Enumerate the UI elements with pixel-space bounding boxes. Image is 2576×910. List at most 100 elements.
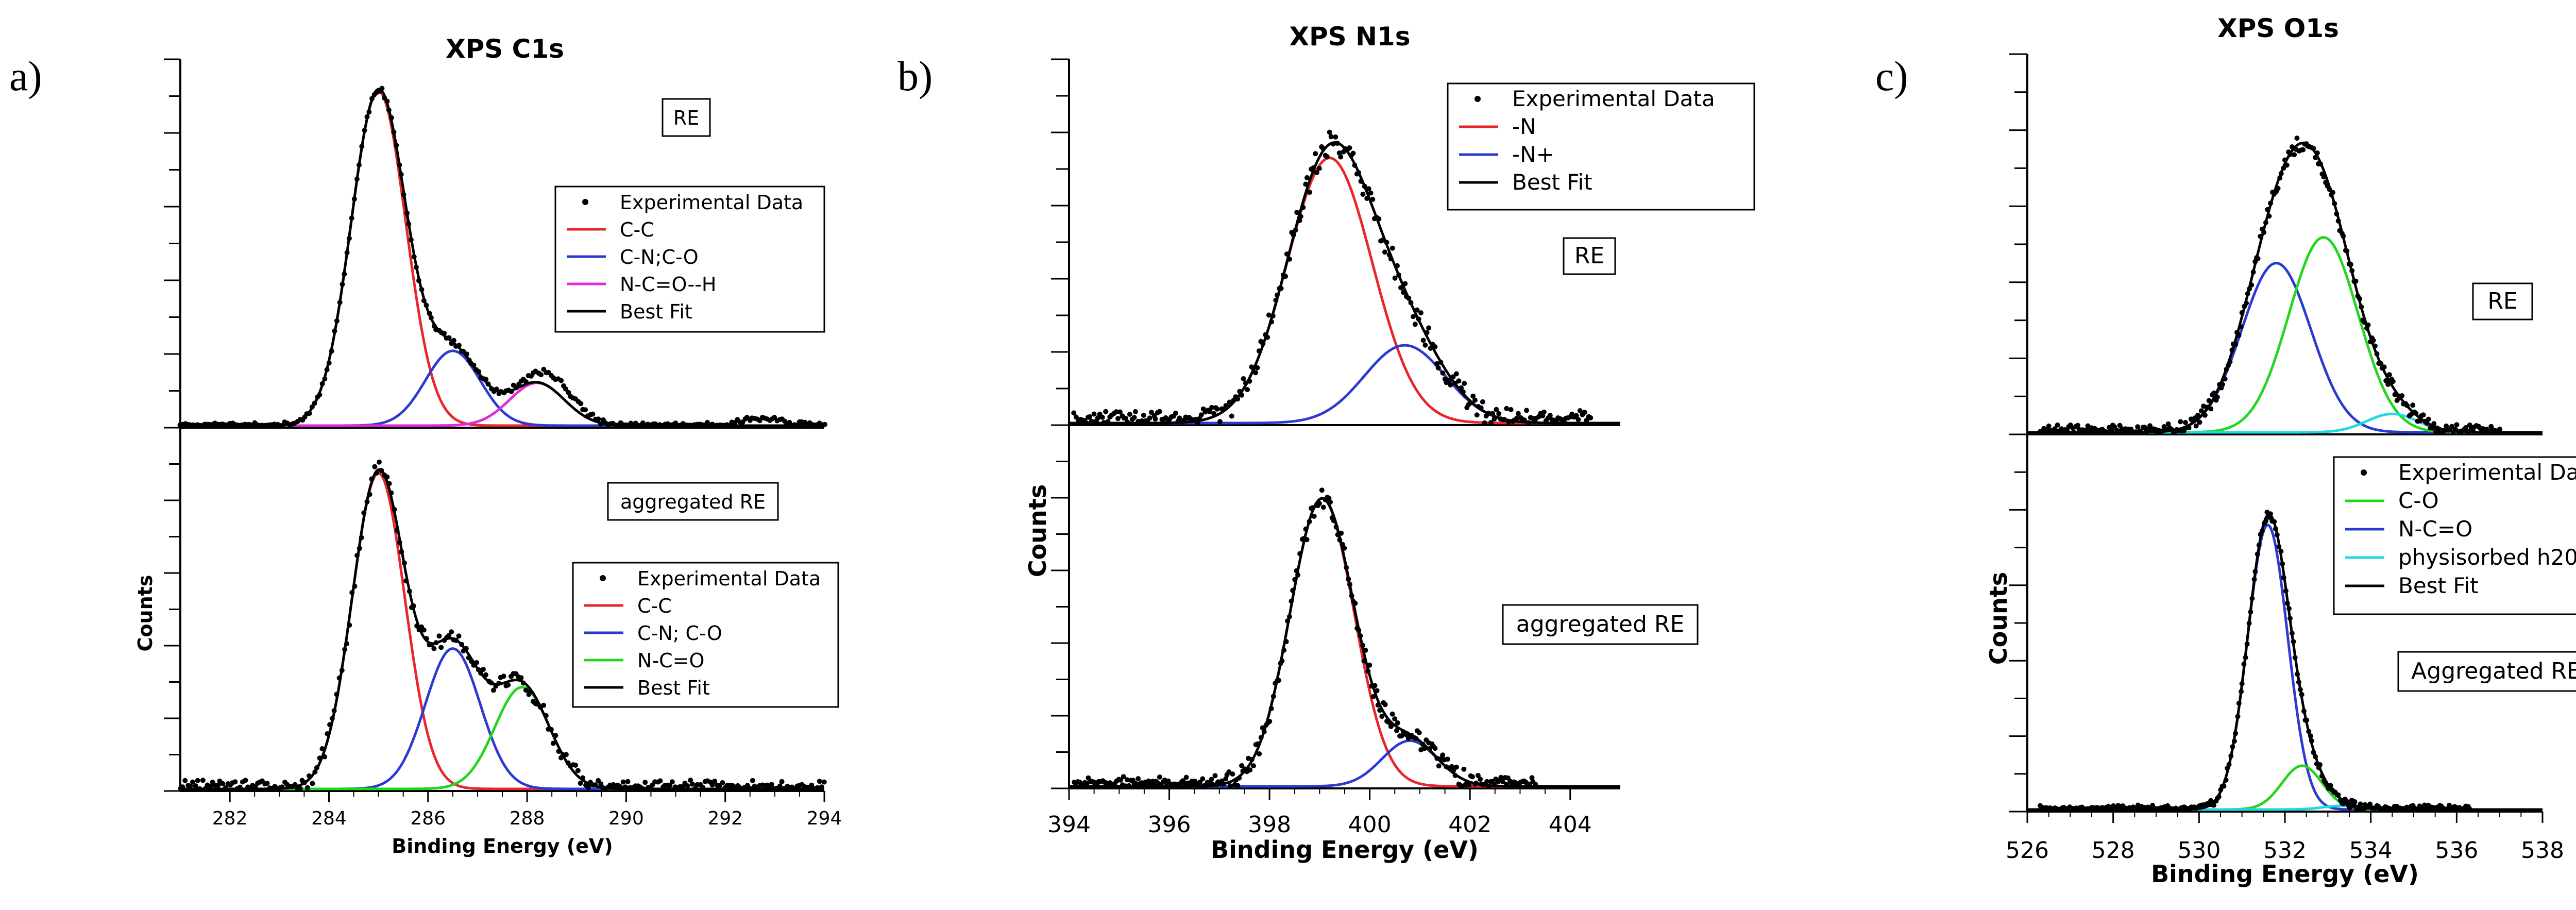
data-point [1335,141,1341,146]
data-point [2278,548,2284,554]
data-point [622,784,628,790]
data-point [494,386,499,392]
data-point [2272,519,2277,525]
data-point [1247,378,1252,384]
data-point [485,381,491,387]
data-point [1515,411,1521,416]
data-point [1501,416,1507,422]
data-point [1324,154,1330,160]
data-point [1148,410,1154,415]
data-point [2275,186,2281,191]
data-point [1125,777,1130,783]
data-point [322,754,328,760]
data-point [2378,361,2384,366]
data-point [361,510,367,516]
data-point [223,785,228,790]
data-point [1089,418,1094,424]
data-point [1541,409,1547,415]
data-point [357,546,362,551]
data-point [2287,151,2293,157]
data-point [337,299,343,305]
data-point [690,781,695,787]
data-point [2274,532,2280,537]
data-point [1432,344,1438,349]
data-point [1508,407,1514,412]
data-point [1466,782,1472,787]
data-point [436,633,442,639]
data-point [548,727,554,732]
data-point [1269,319,1274,325]
data-point [2249,596,2255,601]
data-point [392,507,397,512]
data-point [2195,413,2200,418]
data-point [2357,296,2363,301]
data-point [476,369,482,375]
sample-tag-box [2472,282,2533,321]
data-point [2243,655,2248,661]
data-point [182,778,188,783]
sample-tag-box [2397,651,2576,692]
legend-label: Experimental Data [1512,86,1715,111]
data-point [1274,292,1280,298]
data-point [2334,211,2340,217]
data-point [2370,338,2376,343]
data-point [2197,419,2202,425]
subplot-bottom: aggregated RE [1051,424,1699,789]
data-point [200,778,206,783]
data-point [822,422,827,427]
data-point [1361,658,1367,664]
data-point [292,782,298,787]
data-point [1224,404,1230,410]
data-point [1217,419,1223,425]
panel-label: a) [9,53,42,99]
data-point [364,114,370,120]
data-point [317,755,323,761]
data-point [2229,347,2235,353]
data-point [782,418,788,424]
data-point [509,389,514,394]
data-point [523,687,529,693]
data-point [596,416,601,422]
data-point [386,107,392,113]
data-point [2214,394,2220,400]
data-point [1243,380,1248,386]
x-tick-label: 290 [608,808,644,829]
data-point [1416,316,1421,322]
data-point [590,411,596,417]
data-point [1293,227,1298,233]
data-point [264,781,270,786]
legend-marker [582,199,588,205]
data-point [2330,190,2335,195]
data-point [1422,342,1428,348]
data-point [1279,658,1285,664]
data-point [1420,338,1426,343]
data-point [2304,717,2310,723]
y-axis-label: Counts [1024,484,1052,577]
legend-label: C-O [2398,488,2439,513]
data-point [2404,403,2410,408]
legend-label: N-C=O [637,649,704,672]
data-point [578,781,583,786]
legend-label: Experimental Data [2398,460,2576,485]
data-point [1101,420,1107,425]
legend-label: physisorbed h20 [2398,545,2576,570]
data-point [2221,783,2227,789]
x-axis-label: Binding Energy (eV) [2151,860,2419,888]
data-point [1115,416,1121,422]
data-point [1504,406,1510,411]
data-point [1139,418,1145,424]
legend-label: N-C=O [2398,516,2472,542]
legend-marker [1475,96,1481,102]
data-point [2321,174,2327,180]
data-point [2295,671,2300,677]
data-point [208,784,213,789]
data-point [188,783,193,789]
legend-label: C-N; C-O [637,622,722,645]
data-point [1389,711,1395,717]
data-point [310,781,315,786]
data-point [1295,572,1301,578]
data-point [319,746,325,751]
x-tick-label: 534 [2349,837,2393,864]
data-point [2449,424,2455,429]
